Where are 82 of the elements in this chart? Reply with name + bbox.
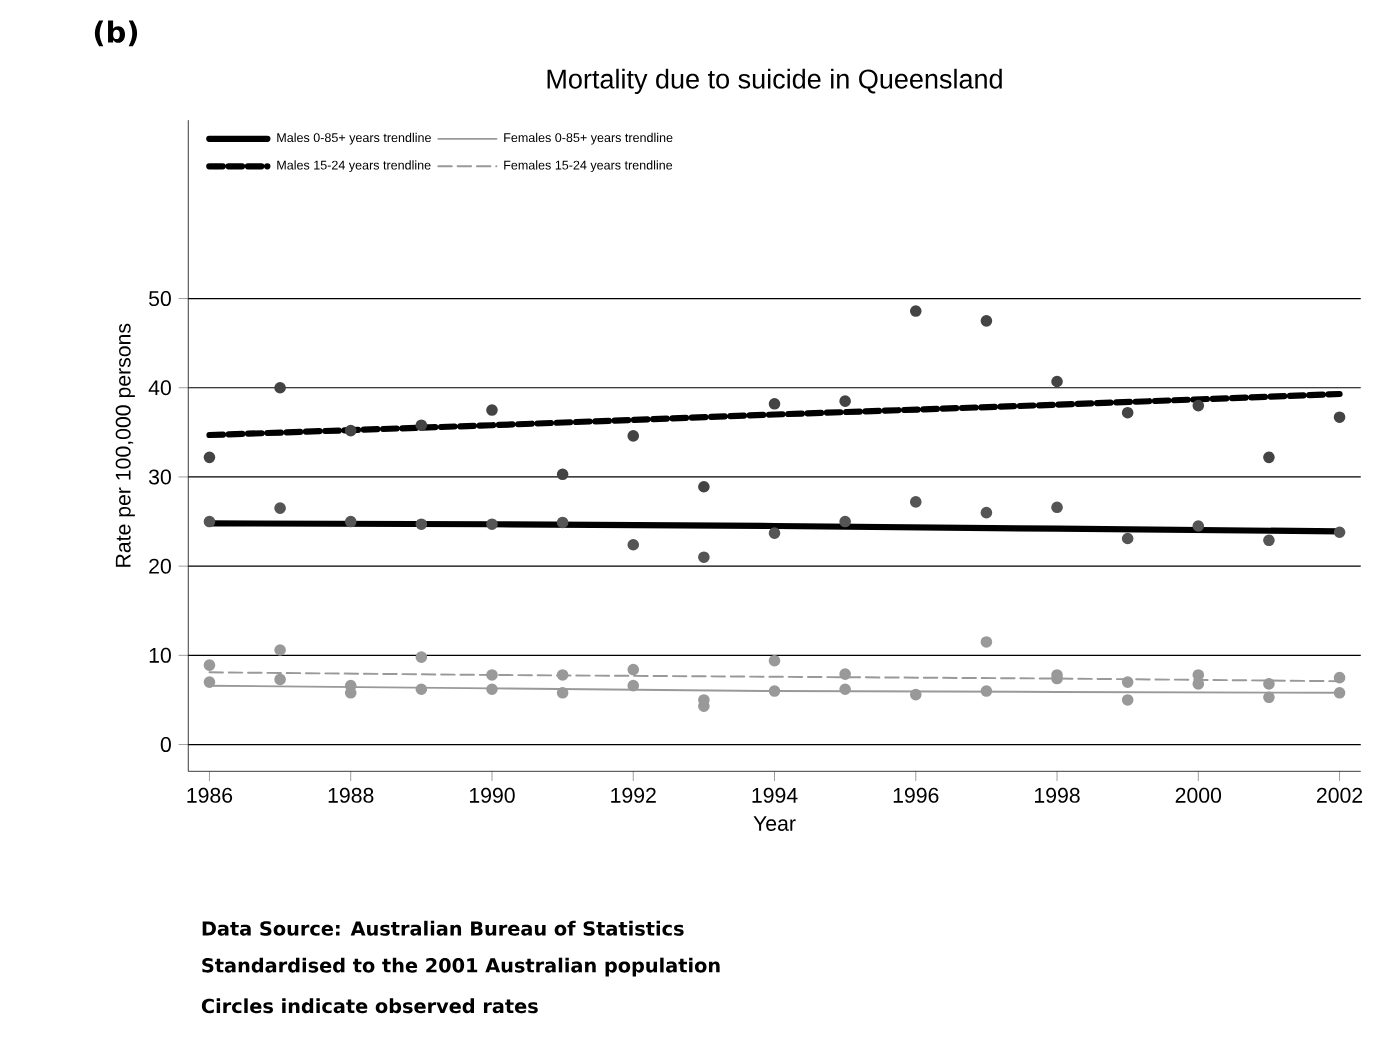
point	[627, 429, 640, 442]
point	[344, 515, 357, 528]
point	[486, 683, 498, 695]
point	[839, 515, 851, 528]
x-tick-label: 1992	[611, 787, 656, 803]
point	[1263, 691, 1275, 703]
text: Circles indicate observed rates	[201, 997, 538, 1013]
x-tick-label: 1996	[893, 787, 939, 803]
point	[203, 675, 216, 688]
y-tick-label: 20	[149, 558, 171, 574]
y-axis-title: Rate per 100,000 persons	[115, 323, 135, 567]
point	[1121, 693, 1134, 706]
point	[909, 304, 922, 317]
point	[627, 663, 640, 676]
point	[556, 468, 569, 480]
point	[909, 688, 922, 701]
point	[1051, 501, 1063, 513]
point	[839, 683, 851, 695]
point	[768, 684, 781, 697]
point	[415, 650, 428, 663]
point	[768, 397, 781, 410]
point	[203, 515, 216, 528]
chart-title: Mortality due to suicide in Queensland	[547, 68, 1002, 94]
point	[980, 684, 993, 697]
point	[1263, 534, 1275, 546]
point	[486, 668, 498, 681]
point	[1121, 406, 1134, 419]
point	[415, 683, 428, 695]
point	[415, 518, 428, 530]
point	[1263, 451, 1275, 463]
point	[203, 659, 216, 671]
point	[1333, 671, 1346, 684]
point	[1121, 675, 1134, 688]
x-tick-label: 1988	[328, 787, 374, 803]
point	[344, 424, 357, 437]
point	[1192, 519, 1205, 532]
x-tick-label: 2000	[1175, 787, 1222, 803]
text: Standardised to the 2001 Australian population	[202, 957, 720, 977]
source-note: Data Source: Australian Bureau of Statistics	[202, 920, 684, 936]
point	[698, 480, 710, 493]
x-tick-label: 1986	[187, 787, 233, 803]
point	[415, 419, 428, 431]
text: (b)	[94, 20, 138, 46]
x-tick-label: 2002	[1317, 787, 1363, 803]
point	[486, 518, 498, 530]
point	[556, 516, 569, 528]
y-tick-label: 50	[149, 290, 171, 306]
y-tick-label: 0	[160, 736, 171, 752]
point	[1333, 411, 1346, 423]
point	[1051, 375, 1063, 387]
point	[768, 654, 781, 667]
point	[627, 538, 640, 551]
x-tick-label: 1990	[469, 787, 515, 803]
point	[274, 673, 286, 685]
point	[1333, 686, 1346, 699]
point	[1333, 526, 1346, 538]
point	[980, 314, 993, 327]
point	[1263, 677, 1275, 690]
point	[274, 502, 286, 514]
x-axis-title: Year	[753, 815, 796, 831]
y-tick-label: 30	[148, 469, 171, 485]
point	[486, 403, 498, 416]
point	[1121, 532, 1134, 544]
y-tick-label: 40	[148, 379, 171, 395]
y-tick-label: 10	[149, 647, 171, 663]
point	[980, 635, 993, 648]
point	[274, 643, 286, 656]
point	[698, 551, 710, 563]
point	[203, 451, 216, 463]
point	[980, 506, 993, 519]
point	[556, 668, 569, 681]
point	[627, 679, 640, 692]
point	[839, 394, 851, 407]
x-tick-label: 1994	[752, 787, 798, 803]
point	[1192, 399, 1205, 412]
x-tick-label: 1998	[1035, 787, 1080, 803]
point	[839, 667, 851, 680]
point	[768, 527, 781, 539]
point	[556, 686, 569, 699]
point	[909, 495, 922, 508]
line-series	[206, 390, 1343, 438]
point	[274, 381, 286, 394]
